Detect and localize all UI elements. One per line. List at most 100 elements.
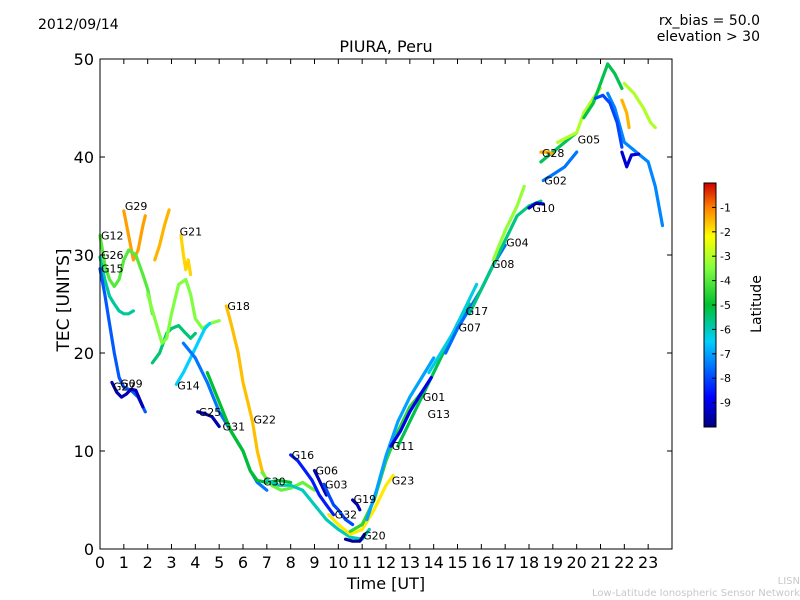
satellite-label: G21 xyxy=(180,225,203,238)
satellite-label: G19 xyxy=(354,493,377,506)
satellite-label: G10 xyxy=(532,202,555,215)
y-tick-label: 40 xyxy=(74,148,94,167)
satellite-label: G13 xyxy=(428,408,451,421)
satellite-label: G22 xyxy=(254,414,277,427)
satellite-label: G01 xyxy=(423,391,446,404)
series-track-25 xyxy=(389,375,433,448)
x-tick-label: 9 xyxy=(309,553,319,572)
satellite-label: G28 xyxy=(542,147,565,160)
x-tick-label: 8 xyxy=(286,553,296,572)
x-tick-label: 15 xyxy=(447,553,467,572)
satellite-label: G29 xyxy=(125,200,148,213)
x-tick-label: 20 xyxy=(566,553,586,572)
x-tick-label: 1 xyxy=(119,553,129,572)
satellite-label: G12 xyxy=(101,229,124,242)
satellite-label: G07 xyxy=(459,322,482,335)
colorbar-tick-label: -2 xyxy=(720,226,731,239)
satellite-label: G06 xyxy=(316,465,339,478)
x-tick-label: 0 xyxy=(95,553,105,572)
y-tick-label: 50 xyxy=(74,50,94,69)
x-axis: 0 1 2 3 4 5 6 7 8 9 10 11 12 13 14 15 16 17 18 19 20 21 22 23 xyxy=(95,59,658,572)
x-tick-label: 6 xyxy=(238,553,248,572)
date-label: 2012/09/14 xyxy=(38,17,119,33)
series-track-17 xyxy=(322,482,355,527)
satellite-label: G04 xyxy=(506,236,529,249)
colorbar-tick-label: -3 xyxy=(720,250,731,263)
satellite-label: G18 xyxy=(227,300,250,313)
colorbar-tick-label: -9 xyxy=(720,397,731,410)
series-track-7 xyxy=(110,380,145,409)
elevation-label: elevation > 30 xyxy=(656,29,760,45)
series-track-11 xyxy=(196,410,221,429)
series-track-9 xyxy=(146,277,221,345)
x-tick-label: 19 xyxy=(543,553,563,572)
satellite-label: G03 xyxy=(325,478,348,491)
credit-short: LISN xyxy=(777,576,800,587)
colorbar-tick-label: -5 xyxy=(720,299,731,312)
x-tick-label: 14 xyxy=(423,553,443,572)
colorbar-tick-label: -8 xyxy=(720,372,731,385)
satellite-label: G27 xyxy=(113,380,136,393)
satellite-label: G26 xyxy=(101,249,124,262)
series-track-10 xyxy=(174,322,212,386)
series-track-29 xyxy=(491,184,526,262)
series-track-40 xyxy=(622,81,657,130)
colorbar-label: Latitude xyxy=(749,275,765,333)
satellite-label: G23 xyxy=(392,474,415,487)
credit-long: Low-Latitude Ionospheric Sensor Network xyxy=(592,588,800,599)
series-track-1 xyxy=(153,208,171,262)
parameters-block: rx_bias = 50.0 elevation > 30 xyxy=(657,13,760,45)
x-tick-label: 16 xyxy=(471,553,491,572)
x-tick-label: 18 xyxy=(519,553,539,572)
colorbar-tick-label: -7 xyxy=(720,348,731,361)
y-axis-label: TEC [UNITS] xyxy=(54,248,74,352)
series-track-8 xyxy=(150,324,197,365)
colorbar-tick-label: -6 xyxy=(720,323,731,336)
satellite-label: G16 xyxy=(292,449,315,462)
series-track-39 xyxy=(620,98,631,130)
credit-block: LISN Low-Latitude Ionospheric Sensor Net… xyxy=(592,576,800,600)
x-tick-label: 17 xyxy=(495,553,515,572)
series-track-5 xyxy=(98,255,135,316)
satellite-label: G11 xyxy=(392,440,415,453)
series-track-16 xyxy=(312,469,328,497)
satellite-label: G17 xyxy=(466,305,489,318)
x-tick-label: 4 xyxy=(190,553,200,572)
satellite-label: G30 xyxy=(263,475,286,488)
satellite-label: G32 xyxy=(335,509,358,522)
series-track-28 xyxy=(467,199,543,316)
series-track-18 xyxy=(265,478,371,541)
series-track-4 xyxy=(98,233,154,316)
x-axis-label: Time [UT] xyxy=(346,574,426,593)
series-track-19 xyxy=(343,532,367,543)
x-tick-label: 21 xyxy=(590,553,610,572)
series-track-21 xyxy=(327,473,395,536)
satellite-label: G08 xyxy=(492,258,515,271)
series-track-6 xyxy=(98,267,147,414)
y-tick-label: 10 xyxy=(74,442,94,461)
satellite-label: G15 xyxy=(101,263,124,276)
y-tick-label: 0 xyxy=(84,540,94,559)
x-tick-label: 5 xyxy=(214,553,224,572)
x-tick-label: 11 xyxy=(352,553,372,572)
series-track-20 xyxy=(351,498,362,512)
x-tick-label: 22 xyxy=(614,553,634,572)
colorbar-ticks: -1 -2 -3 -4 -5 -6 -7 -8 -9 xyxy=(712,201,731,410)
satellite-label: G14 xyxy=(177,379,200,392)
satellite-label: G05 xyxy=(578,133,601,146)
series-track-32 xyxy=(539,130,579,164)
series-track-26 xyxy=(427,282,479,375)
satellite-label: G20 xyxy=(363,529,386,542)
x-tick-label: 3 xyxy=(166,553,176,572)
x-tick-label: 7 xyxy=(262,553,272,572)
x-tick-label: 12 xyxy=(376,553,396,572)
x-tick-label: 10 xyxy=(328,553,348,572)
satellite-label: G02 xyxy=(544,175,567,188)
series-track-15 xyxy=(289,453,336,517)
series-track-2 xyxy=(179,233,193,277)
series-track-33 xyxy=(539,150,555,156)
satellite-label: G31 xyxy=(223,421,246,434)
y-tick-label: 30 xyxy=(74,246,94,265)
